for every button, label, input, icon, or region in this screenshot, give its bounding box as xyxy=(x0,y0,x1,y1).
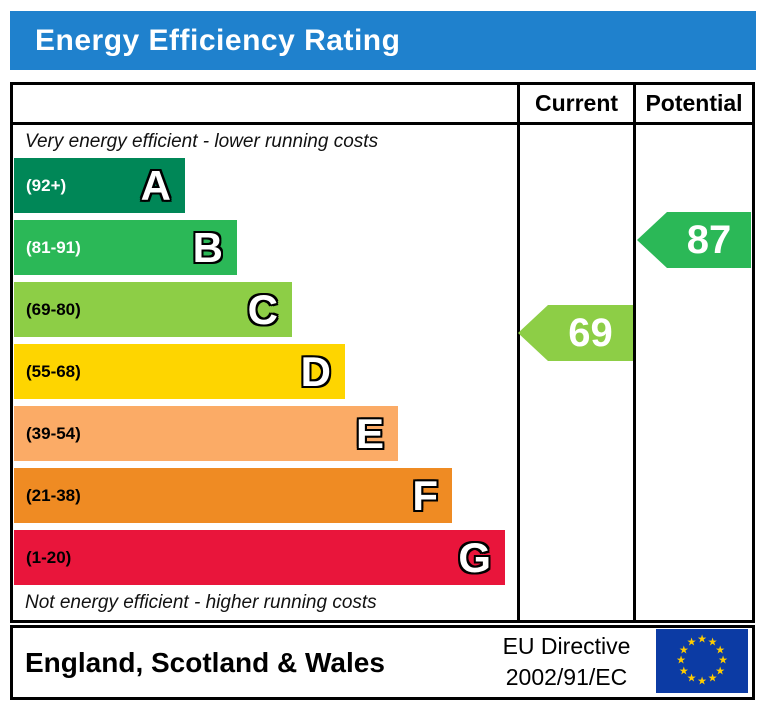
band-bar-g: (1-20) G xyxy=(14,530,505,585)
current-rating-value: 69 xyxy=(548,305,633,361)
eu-star-icon: ★ xyxy=(707,672,718,685)
band-letter-b: B xyxy=(192,223,223,271)
arrow-left-point-icon xyxy=(637,212,667,268)
eu-star-icon: ★ xyxy=(697,675,707,688)
band-bar-d: (55-68) D xyxy=(14,344,345,399)
page-title: Energy Efficiency Rating xyxy=(35,23,401,57)
eu-star-icon: ★ xyxy=(678,665,689,677)
eu-directive-label: EU Directive 2002/91/EC xyxy=(493,631,640,693)
current-rating-arrow: 69 xyxy=(518,305,633,361)
header-divider xyxy=(13,122,752,125)
band-letter-c: C xyxy=(247,285,278,333)
rating-table: Current Potential Very energy efficient … xyxy=(10,82,755,623)
band-letter-g: G xyxy=(458,533,491,581)
band-bar-c: (69-80) C xyxy=(14,282,292,337)
band-range-label-e: (39-54) xyxy=(26,423,81,443)
column-header-current: Current xyxy=(534,90,619,116)
top-note: Very energy efficient - lower running co… xyxy=(25,131,379,152)
eu-star-icon: ★ xyxy=(715,665,726,677)
column-header-potential: Potential xyxy=(645,90,743,116)
band-letter-e: E xyxy=(355,409,384,457)
eu-star-icon: ★ xyxy=(718,654,728,667)
band-range-label-a: (92+) xyxy=(26,175,67,195)
footer: England, Scotland & Wales EU Directive 2… xyxy=(10,625,755,700)
eu-star-icon: ★ xyxy=(715,644,726,656)
bottom-note: Not energy efficient - higher running co… xyxy=(25,592,377,613)
eu-flag: ★ ★ ★ ★ ★ ★ ★ ★ ★ ★ ★ ★ xyxy=(656,629,748,693)
eu-star-icon: ★ xyxy=(678,644,689,656)
band-letter-d: D xyxy=(300,347,331,395)
band-bar-a: (92+) A xyxy=(14,158,185,213)
region-label: England, Scotland & Wales xyxy=(25,646,385,678)
eu-directive-line1: EU Directive xyxy=(502,633,631,659)
potential-rating-value: 87 xyxy=(667,212,751,268)
band-bar-e: (39-54) E xyxy=(14,406,398,461)
title-bar: Energy Efficiency Rating xyxy=(10,11,756,70)
eu-star-icon: ★ xyxy=(676,654,686,667)
eu-star-icon: ★ xyxy=(686,636,697,649)
band-letter-f: F xyxy=(412,471,438,519)
column-divider-potential xyxy=(633,85,636,620)
potential-rating-arrow: 87 xyxy=(637,212,751,268)
arrow-left-point-icon xyxy=(518,305,548,361)
band-range-label-g: (1-20) xyxy=(26,547,72,567)
band-range-label-d: (55-68) xyxy=(26,361,81,381)
eu-star-icon: ★ xyxy=(707,636,718,649)
band-bar-b: (81-91) B xyxy=(14,220,237,275)
band-range-label-c: (69-80) xyxy=(26,299,81,319)
band-bar-f: (21-38) F xyxy=(14,468,452,523)
eu-directive-line2: 2002/91/EC xyxy=(505,664,628,690)
eu-star-icon: ★ xyxy=(697,633,707,646)
band-range-label-f: (21-38) xyxy=(26,485,81,505)
band-letter-a: A xyxy=(140,161,171,209)
eu-star-icon: ★ xyxy=(686,672,697,685)
band-range-label-b: (81-91) xyxy=(26,237,81,257)
